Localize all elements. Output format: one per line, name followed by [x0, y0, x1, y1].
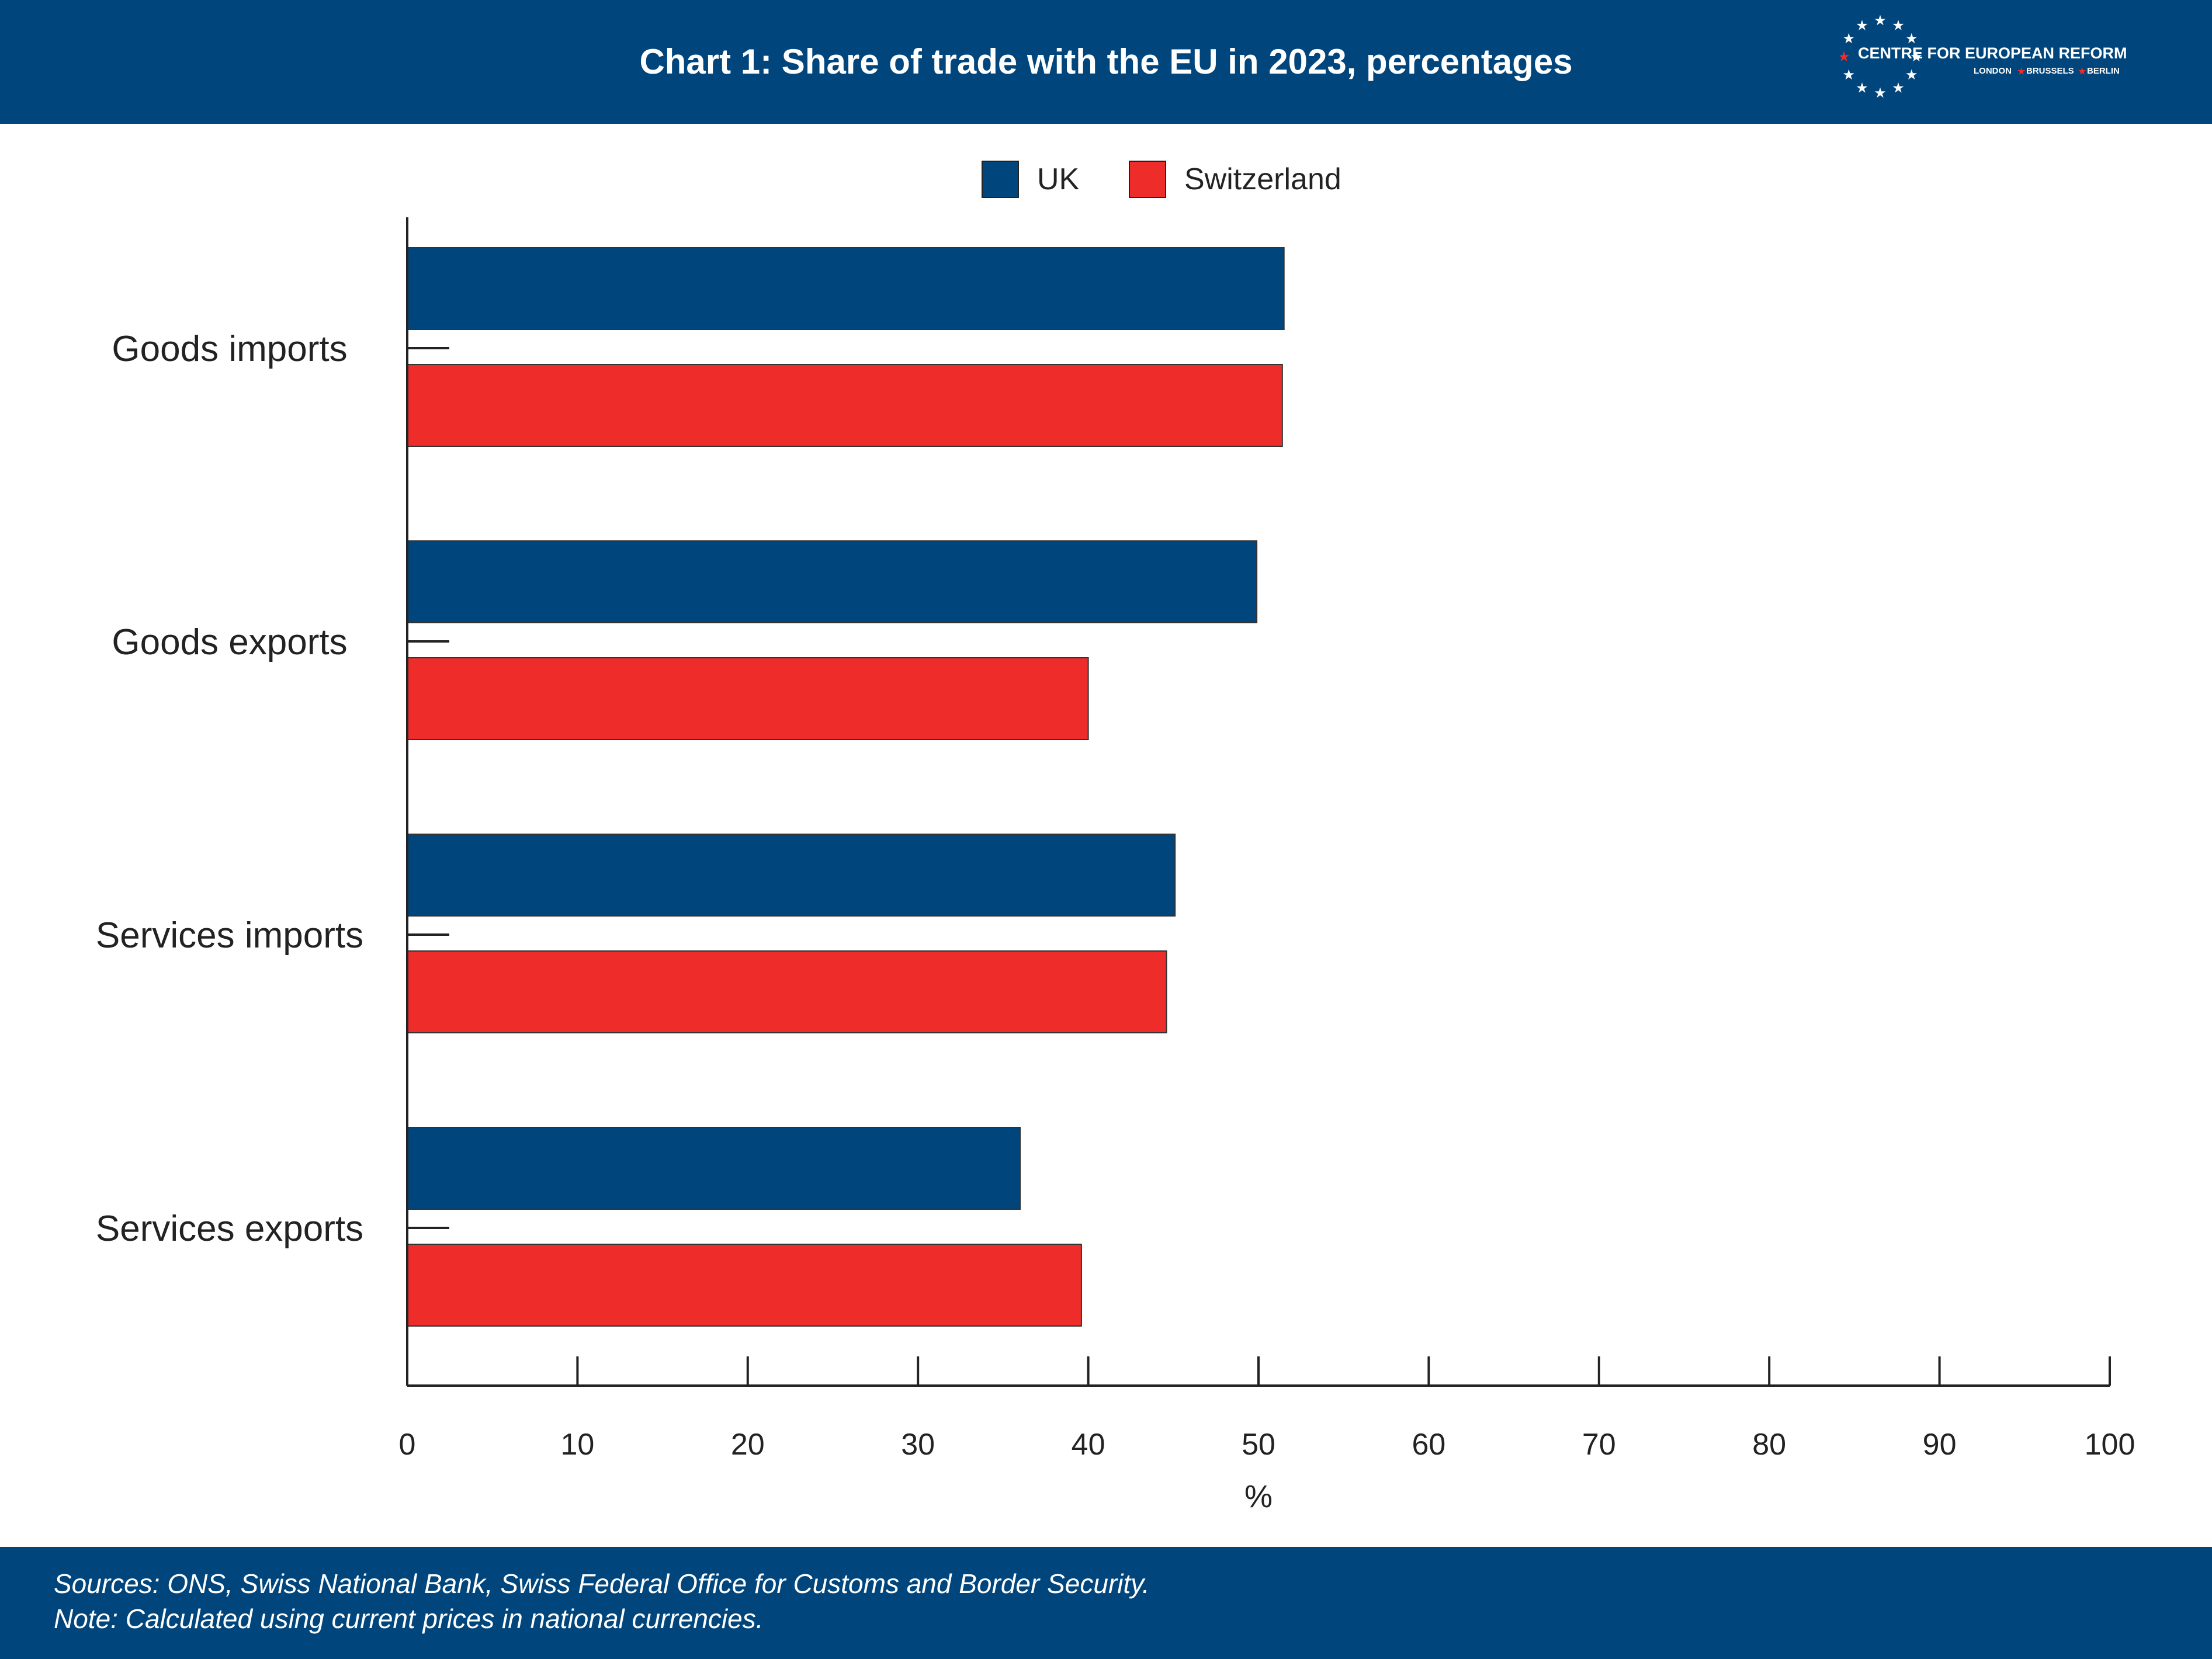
logo-star-icon: ★	[1910, 49, 1923, 65]
x-tick-label: 10	[560, 1428, 594, 1462]
logo-city-london: LONDON	[1974, 66, 2012, 76]
axes	[406, 217, 2111, 1387]
logo-star-icon: ★	[1874, 13, 1887, 29]
cer-logo: ★ ★★★★★★★★★★★ CENTRE FOR EUROPEAN REFORM …	[1840, 13, 2127, 101]
logo-star-ring: ★ ★★★★★★★★★★★	[1840, 13, 1923, 101]
footer-bar: Sources: ONS, Swiss National Bank, Swiss…	[0, 1547, 2212, 1659]
bars	[407, 247, 1285, 1327]
calculation-note: Note: Calculated using current prices in…	[54, 1604, 764, 1634]
x-tick-label: 60	[1412, 1428, 1445, 1462]
bar-switzerland-goods-imports	[407, 364, 1283, 447]
category-label: Goods imports	[112, 329, 347, 369]
bar-chart: UK Switzerland Goods imports Goods exports…	[96, 161, 2135, 1514]
chart-title: Chart 1: Share of trade with the EU in 2…	[639, 42, 1573, 81]
logo-separator-star: ★	[2017, 67, 2026, 77]
x-tick-label: 20	[731, 1428, 765, 1462]
sources-note: Sources: ONS, Swiss National Bank, Swiss…	[54, 1568, 1150, 1599]
logo-star-icon: ★	[1843, 67, 1856, 83]
x-tick-label: 50	[1242, 1428, 1275, 1462]
x-tick-label: 80	[1752, 1428, 1786, 1462]
logo-city-brussels: BRUSSELS	[2026, 66, 2074, 76]
bar-switzerland-services-exports	[407, 1244, 1082, 1327]
labels: Goods imports Goods exports Services impor…	[96, 329, 2135, 1514]
logo-star-icon: ★	[1843, 31, 1856, 47]
logo-cities: LONDON BRUSSELS BERLIN ★ ★	[1974, 66, 2120, 77]
logo-star-icon: ★	[1874, 85, 1887, 101]
category-label: Services exports	[96, 1209, 363, 1249]
x-tick-label: 100	[2085, 1428, 2135, 1462]
bar-switzerland-services-imports	[407, 950, 1167, 1033]
legend-swatch-switzerland	[1129, 161, 1166, 198]
logo-star-icon: ★	[1840, 49, 1850, 65]
category-label: Goods exports	[112, 622, 347, 662]
bar-uk-goods-exports	[407, 540, 1258, 623]
x-tick-label: 70	[1582, 1428, 1616, 1462]
logo-separator-star: ★	[2078, 67, 2086, 77]
logo-star-icon: ★	[1892, 18, 1905, 33]
logo-star-icon: ★	[1892, 81, 1905, 96]
logo-star-icon: ★	[1856, 81, 1868, 96]
bar-uk-goods-imports	[407, 247, 1285, 330]
bar-uk-services-exports	[407, 1127, 1021, 1210]
logo-name: CENTRE FOR EUROPEAN REFORM	[1858, 44, 2127, 62]
bar-switzerland-goods-exports	[407, 657, 1089, 740]
legend-label-uk: UK	[1037, 162, 1080, 196]
legend-label-switzerland: Switzerland	[1184, 162, 1341, 196]
x-tick-label: 30	[901, 1428, 935, 1462]
logo-city-berlin: BERLIN	[2087, 66, 2120, 76]
category-label: Services imports	[96, 915, 363, 956]
x-tick-label: 40	[1072, 1428, 1105, 1462]
legend-swatch-uk	[982, 161, 1019, 198]
logo-star-icon: ★	[1856, 18, 1868, 33]
legend: UK Switzerland	[982, 161, 1341, 198]
bar-uk-services-imports	[407, 834, 1176, 917]
logo-star-icon: ★	[1905, 67, 1918, 83]
logo-star-icon: ★	[1905, 31, 1918, 47]
x-tick-label: 90	[1923, 1428, 1957, 1462]
x-tick-label: 0	[399, 1428, 416, 1462]
x-axis-title: %	[1244, 1479, 1273, 1514]
header-bar	[0, 0, 2212, 124]
